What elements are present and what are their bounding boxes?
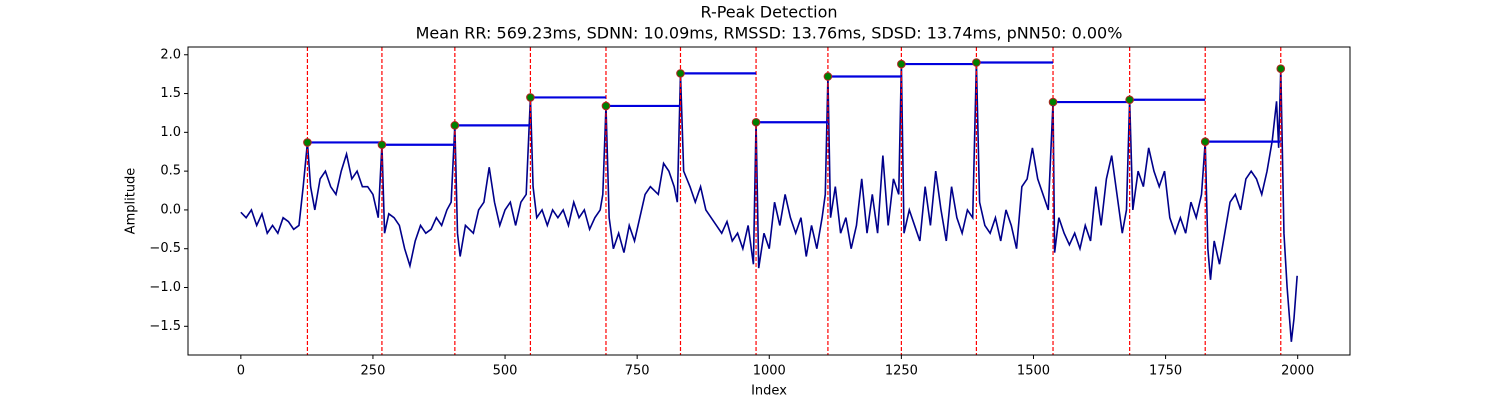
chart-title: R-Peak Detection bbox=[700, 3, 837, 22]
y-axis-label: Amplitude bbox=[124, 168, 139, 235]
peak-point bbox=[377, 140, 387, 150]
x-tick-label: 2000 bbox=[1281, 364, 1314, 379]
chart-subtitle: Mean RR: 569.23ms, SDNN: 10.09ms, RMSSD:… bbox=[416, 24, 1123, 43]
y-tick-label: −1.0 bbox=[149, 280, 181, 295]
peak-point bbox=[1200, 137, 1210, 146]
peak-point bbox=[897, 59, 906, 69]
x-tick-label: 250 bbox=[361, 364, 386, 379]
peak-point bbox=[1048, 97, 1058, 107]
y-tick-label: −1.5 bbox=[149, 319, 181, 334]
peak-point bbox=[972, 58, 981, 67]
x-tick-label: 500 bbox=[493, 364, 518, 379]
peak-point bbox=[526, 93, 535, 102]
peak-point bbox=[676, 69, 685, 78]
peak-point bbox=[751, 117, 761, 127]
x-tick-label: 1750 bbox=[1149, 364, 1182, 379]
peak-point bbox=[1125, 95, 1134, 105]
plot-frame bbox=[187, 46, 1351, 356]
x-tick-label: 1000 bbox=[753, 364, 786, 379]
signal-line bbox=[240, 62, 1298, 342]
x-tick-label: 1250 bbox=[885, 364, 918, 379]
y-tick-label: 1.5 bbox=[160, 86, 181, 101]
peak-point bbox=[601, 101, 611, 111]
peak-point bbox=[303, 138, 312, 147]
peak-point bbox=[823, 72, 833, 81]
y-tick-label: 0.0 bbox=[160, 202, 181, 217]
y-tick-label: 1.0 bbox=[160, 125, 181, 140]
y-tick-label: 2.0 bbox=[160, 47, 181, 62]
x-axis-label: Index bbox=[751, 384, 787, 399]
peak-point bbox=[1276, 64, 1286, 74]
y-tick-label: −0.5 bbox=[149, 241, 181, 256]
peak-point bbox=[450, 121, 460, 130]
x-tick-label: 0 bbox=[237, 364, 245, 379]
x-tick-label: 1500 bbox=[1017, 364, 1050, 379]
x-tick-label: 750 bbox=[625, 364, 650, 379]
y-tick-label: 0.5 bbox=[160, 164, 181, 179]
